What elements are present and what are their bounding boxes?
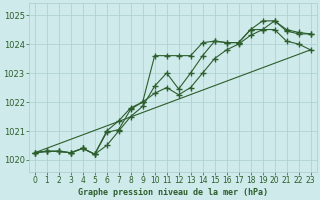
X-axis label: Graphe pression niveau de la mer (hPa): Graphe pression niveau de la mer (hPa)	[78, 188, 268, 197]
